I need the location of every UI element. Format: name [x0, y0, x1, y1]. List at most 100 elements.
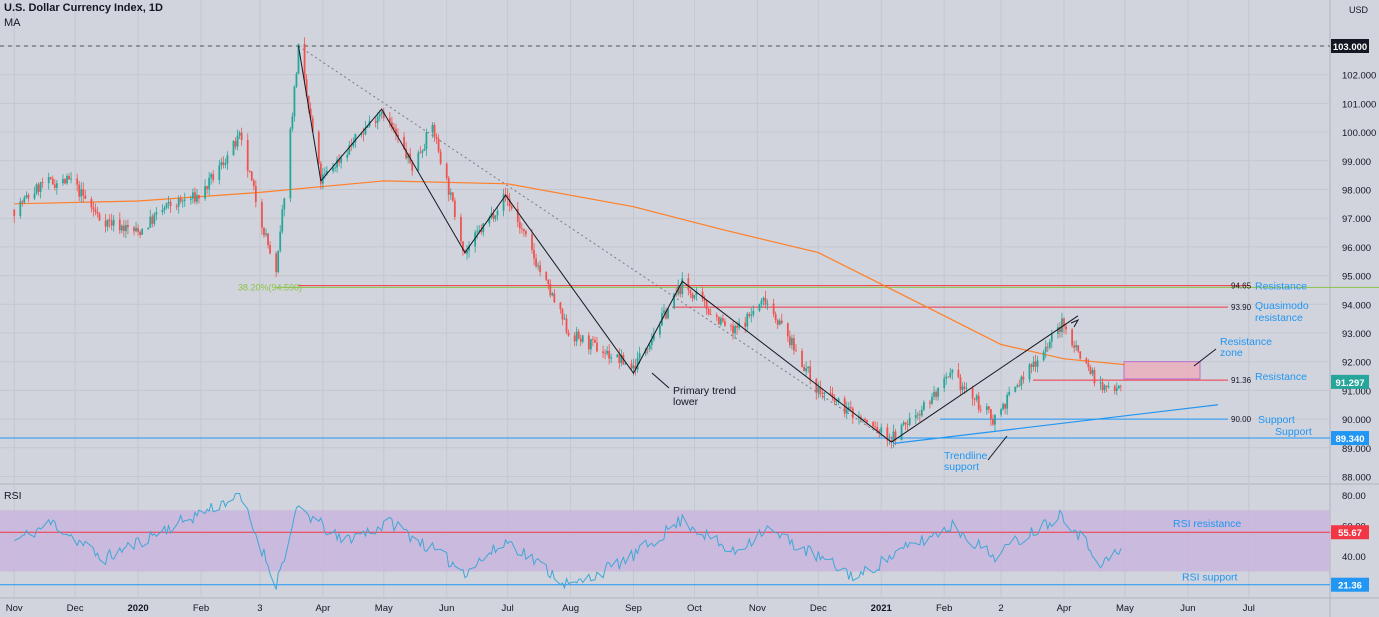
x-tick-label: Nov: [749, 603, 766, 614]
candle-body: [53, 184, 56, 188]
x-tick-label: Oct: [687, 603, 702, 614]
candle-body: [151, 216, 154, 224]
candle-body: [803, 366, 805, 372]
candle-body: [935, 391, 937, 397]
y-tick-label: 102.000: [1342, 71, 1376, 82]
candle-body: [691, 293, 694, 299]
candle-body: [210, 174, 213, 178]
candle-body: [431, 124, 434, 133]
candle-body: [594, 340, 596, 343]
candle-body: [565, 318, 568, 333]
candle-body: [817, 387, 820, 393]
candle-body: [78, 184, 81, 197]
candle-body: [592, 339, 594, 341]
x-tick-label: May: [375, 603, 393, 614]
y-tick-label: 94.000: [1342, 300, 1371, 311]
candle-body: [902, 422, 905, 425]
candle-body: [1117, 385, 1120, 389]
candle-body: [914, 415, 917, 418]
candle-body: [719, 318, 722, 325]
candle-body: [447, 178, 450, 195]
candle-body: [309, 108, 312, 119]
rsi-tag-resistance: 55.67: [1338, 528, 1362, 539]
candle-body: [961, 386, 964, 390]
candle-body: [575, 331, 578, 342]
candle-body: [847, 407, 850, 409]
x-tick-label: 2021: [871, 603, 893, 614]
candle-body: [602, 351, 604, 354]
candle-body: [222, 162, 225, 165]
candle-body: [326, 171, 328, 174]
candle-body: [269, 245, 271, 254]
candle-body: [397, 134, 399, 137]
candle-body: [405, 148, 408, 159]
candle-body: [362, 133, 365, 135]
indicator-label[interactable]: MA: [4, 17, 21, 29]
swing-zigzag: [297, 45, 322, 181]
candle-body: [307, 95, 310, 109]
candle-body: [922, 402, 925, 410]
primary-trend-arrow: [651, 372, 670, 389]
swing-up-line: [891, 315, 1079, 443]
candle-body: [149, 216, 152, 228]
candle-body: [920, 409, 923, 416]
candle-body: [437, 138, 440, 152]
candle-body: [1103, 385, 1106, 391]
candle-body: [1028, 364, 1031, 380]
candle-body: [196, 195, 198, 202]
primary-trend-label: Primary trend: [673, 385, 736, 397]
candle-body: [1107, 386, 1110, 388]
candle-body: [1115, 388, 1118, 391]
candle-body: [124, 224, 127, 231]
candle-body: [96, 212, 99, 214]
candle-body: [295, 73, 298, 87]
candle-body: [567, 332, 570, 336]
candle-body: [764, 297, 767, 305]
candle-body: [573, 335, 576, 342]
candle-body: [992, 419, 994, 425]
rsi-title: RSI: [4, 490, 22, 502]
candle-body: [1101, 382, 1104, 391]
candle-body: [47, 177, 50, 184]
candle-body: [892, 431, 895, 443]
candle-body: [547, 279, 550, 284]
candle-body: [809, 366, 812, 380]
candle-body: [650, 339, 653, 346]
candle-body: [1063, 318, 1065, 327]
candle-body: [535, 258, 537, 267]
candle-body: [860, 416, 862, 420]
candle-body: [319, 163, 322, 184]
candle-body: [752, 310, 755, 315]
candle-body: [957, 369, 960, 378]
level-text: Quasimodo: [1255, 300, 1309, 312]
candle-body: [679, 286, 682, 295]
candle-body: [577, 331, 580, 339]
x-tick-label: Jul: [1243, 603, 1255, 614]
candle-body: [616, 354, 619, 358]
candle-body: [19, 201, 22, 216]
candle-body: [732, 325, 734, 334]
x-tick-label: Jul: [502, 603, 514, 614]
candle-body: [1050, 333, 1053, 342]
candle-body: [49, 177, 52, 179]
candle-body: [293, 86, 296, 117]
candle-body: [265, 233, 267, 236]
candle-body: [82, 189, 85, 196]
symbol-title[interactable]: U.S. Dollar Currency Index, 1D: [4, 2, 163, 14]
candle-body: [705, 301, 708, 309]
candle-body: [1016, 385, 1019, 387]
price-pane: [0, 0, 1330, 483]
candle-body: [807, 366, 810, 369]
moving-average-line: [14, 180, 1125, 366]
candle-body: [421, 150, 424, 153]
candle-body: [380, 111, 383, 115]
candle-body: [709, 314, 712, 315]
candle-body: [963, 386, 966, 389]
candle-body: [537, 265, 539, 267]
candle-body: [281, 209, 284, 232]
candle-body: [411, 162, 414, 171]
candle-body: [1073, 345, 1076, 348]
candle-body: [250, 171, 253, 181]
candle-body: [354, 134, 357, 143]
